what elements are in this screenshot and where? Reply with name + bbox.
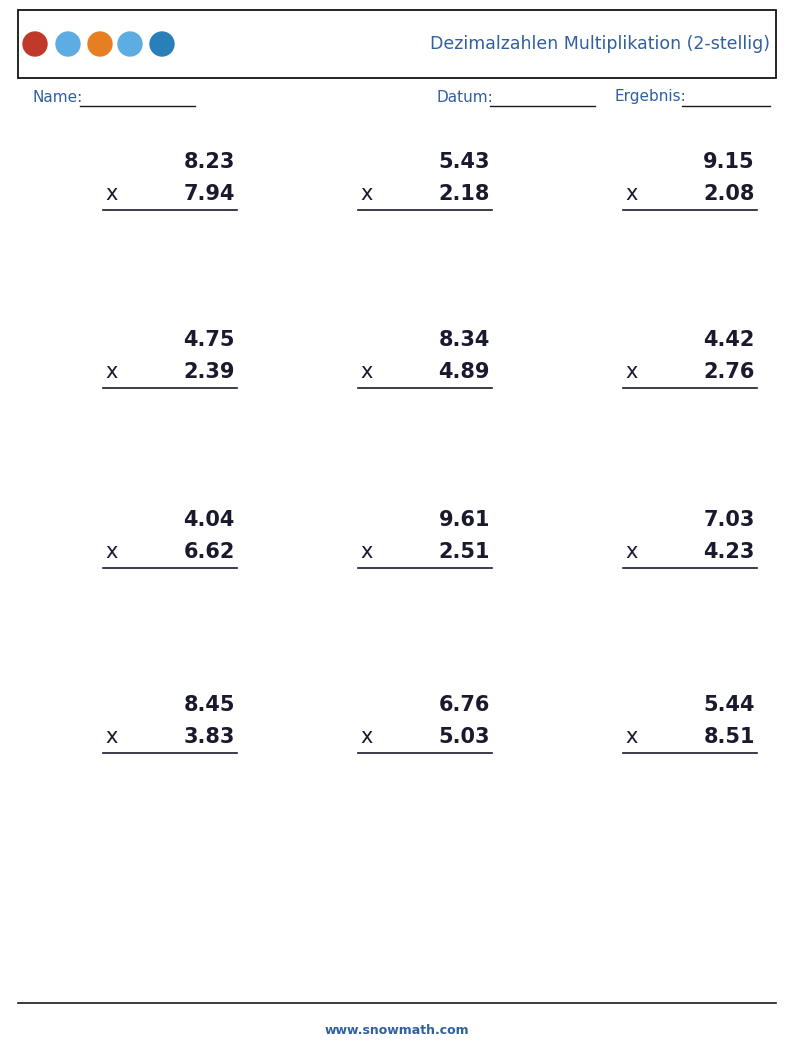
Text: 6.76: 6.76 [438, 695, 490, 715]
Text: 4.04: 4.04 [183, 510, 235, 530]
Text: x: x [625, 184, 638, 204]
Text: x: x [360, 542, 372, 562]
Text: 4.23: 4.23 [703, 542, 755, 562]
Text: x: x [625, 542, 638, 562]
Text: 7.03: 7.03 [703, 510, 755, 530]
Text: 8.51: 8.51 [703, 727, 755, 747]
Text: 8.34: 8.34 [438, 330, 490, 350]
Circle shape [23, 32, 47, 56]
Text: 4.89: 4.89 [438, 362, 490, 382]
Text: 8.45: 8.45 [183, 695, 235, 715]
Circle shape [118, 32, 142, 56]
Text: 2.39: 2.39 [183, 362, 235, 382]
Text: x: x [625, 362, 638, 382]
Text: Datum:: Datum: [437, 90, 494, 104]
Text: 9.15: 9.15 [703, 152, 755, 172]
Text: x: x [105, 362, 118, 382]
Text: x: x [625, 727, 638, 747]
Text: 5.43: 5.43 [438, 152, 490, 172]
Text: x: x [105, 184, 118, 204]
Text: 2.18: 2.18 [438, 184, 490, 204]
Text: 2.51: 2.51 [438, 542, 490, 562]
Text: 2.76: 2.76 [703, 362, 755, 382]
Text: 6.62: 6.62 [183, 542, 235, 562]
Text: x: x [360, 184, 372, 204]
Circle shape [56, 32, 80, 56]
Text: x: x [105, 542, 118, 562]
Text: 2.08: 2.08 [703, 184, 755, 204]
Text: x: x [360, 727, 372, 747]
Text: 7.94: 7.94 [183, 184, 235, 204]
Bar [18, 9, 776, 78]
Text: 5.44: 5.44 [703, 695, 755, 715]
Text: Name:: Name: [32, 90, 83, 104]
Text: 8.23: 8.23 [183, 152, 235, 172]
Text: 4.75: 4.75 [183, 330, 235, 350]
Text: 5.03: 5.03 [438, 727, 490, 747]
Text: Ergebnis:: Ergebnis: [614, 90, 686, 104]
Circle shape [150, 32, 174, 56]
Text: 9.61: 9.61 [438, 510, 490, 530]
Text: www.snowmath.com: www.snowmath.com [325, 1024, 469, 1036]
Text: x: x [105, 727, 118, 747]
Text: 3.83: 3.83 [183, 727, 235, 747]
Circle shape [88, 32, 112, 56]
Text: Dezimalzahlen Multiplikation (2-stellig): Dezimalzahlen Multiplikation (2-stellig) [430, 35, 770, 53]
Text: x: x [360, 362, 372, 382]
Text: 4.42: 4.42 [703, 330, 755, 350]
